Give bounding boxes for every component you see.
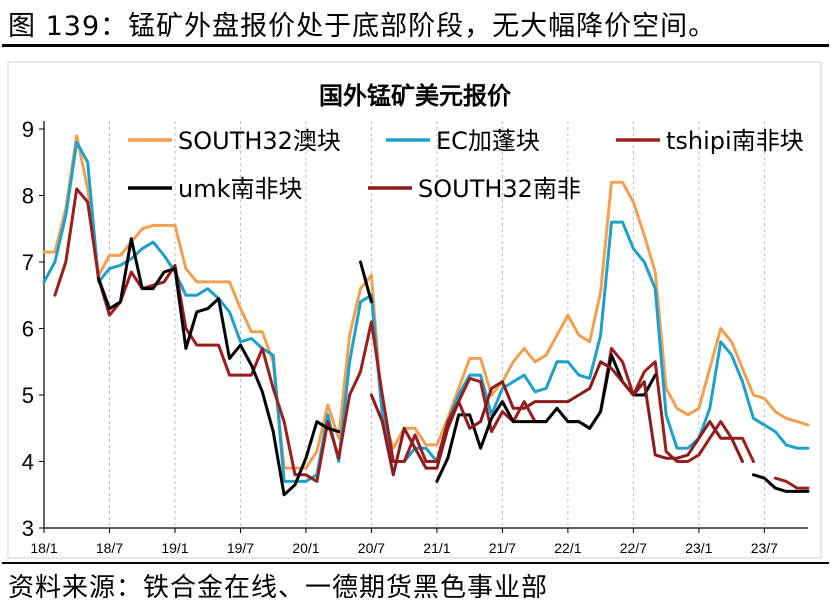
- x-tick-label-3: 19/7: [227, 540, 254, 556]
- x-tick-label-6: 21/1: [423, 540, 450, 556]
- y-tick-label-3: 3: [22, 516, 34, 541]
- x-tick-label-2: 19/1: [161, 540, 188, 556]
- figure-caption: 图 139：锰矿外盘报价处于底部阶段，无大幅降价空间。: [8, 4, 716, 43]
- x-tick-label-1: 18/7: [96, 540, 123, 556]
- y-tick-label-9: 9: [22, 117, 34, 142]
- legend-label-3: umk南非块: [178, 175, 303, 203]
- chart: 国外锰矿美元报价 3 4 5 6 7 8 9 18/1 18/7 19/1 19/7 20/1 20/7…: [0, 48, 831, 562]
- y-tick-label-6: 6: [22, 317, 34, 342]
- x-tick-label-8: 22/1: [554, 540, 581, 556]
- legend-label-1: EC加蓬块: [436, 127, 540, 155]
- y-tick-label-7: 7: [22, 250, 34, 275]
- bottom-rule: [2, 562, 829, 564]
- top-rule: [2, 44, 829, 47]
- x-tick-label-5: 20/7: [358, 540, 385, 556]
- y-tick-label-8: 8: [22, 184, 34, 209]
- legend-label-0: SOUTH32澳块: [178, 127, 341, 155]
- chart-title: 国外锰矿美元报价: [319, 82, 512, 110]
- legend-label-4: SOUTH32南非: [418, 175, 581, 203]
- x-tick-label-11: 23/7: [751, 540, 778, 556]
- x-tick-label-4: 20/1: [292, 540, 319, 556]
- x-tick-label-0: 18/1: [30, 540, 57, 556]
- y-tick-label-5: 5: [22, 383, 34, 408]
- x-tick-label-9: 22/7: [620, 540, 647, 556]
- y-tick-label-4: 4: [22, 450, 34, 475]
- x-tick-label-10: 23/1: [685, 540, 712, 556]
- source-note: 资料来源：铁合金在线、一德期货黑色事业部: [8, 567, 548, 604]
- x-tick-label-7: 21/7: [489, 540, 516, 556]
- legend-label-2: tshipi南非块: [666, 127, 804, 155]
